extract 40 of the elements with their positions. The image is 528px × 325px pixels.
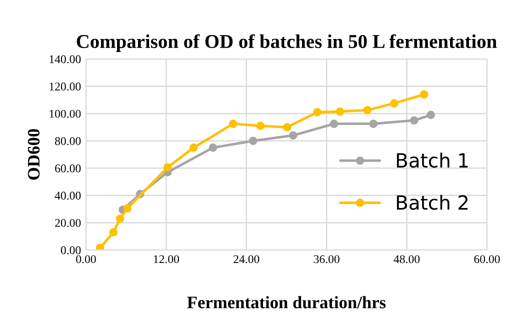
point bbox=[330, 120, 338, 128]
point bbox=[410, 116, 418, 125]
x-tick-label: 0.00 bbox=[76, 255, 96, 264]
point bbox=[420, 90, 428, 99]
point bbox=[109, 228, 118, 236]
y-axis-title: OD600 bbox=[28, 129, 40, 180]
point bbox=[248, 136, 258, 146]
point bbox=[426, 110, 436, 120]
point bbox=[390, 99, 398, 108]
point bbox=[363, 106, 372, 114]
point bbox=[228, 120, 238, 128]
point bbox=[96, 244, 104, 250]
y-tick-label: 20.00 bbox=[55, 218, 81, 227]
x-tick-label: 60.00 bbox=[474, 255, 500, 264]
x-axis-title: Fermentation duration/hrs bbox=[187, 296, 386, 308]
y-tick-label: 0.00 bbox=[60, 246, 81, 254]
point bbox=[313, 108, 322, 116]
x-tick-label: 48.00 bbox=[394, 255, 420, 264]
legend-label: Batch 2 bbox=[396, 194, 468, 210]
x-tick-label: 36.00 bbox=[314, 255, 340, 264]
point bbox=[189, 144, 198, 152]
point bbox=[283, 123, 292, 132]
y-tick-label: 120.00 bbox=[50, 82, 81, 91]
point bbox=[123, 204, 132, 213]
point bbox=[116, 214, 124, 223]
y-tick-label: 60.00 bbox=[55, 164, 81, 172]
point bbox=[336, 107, 344, 116]
x-tick-label: 12.00 bbox=[154, 255, 180, 264]
point bbox=[208, 144, 218, 152]
point bbox=[163, 163, 172, 172]
chart-title: Comparison of OD of batches in 50 L fermentation bbox=[76, 34, 497, 52]
legend-label: Batch 1 bbox=[396, 152, 468, 168]
point bbox=[256, 122, 265, 130]
y-tick-label: 40.00 bbox=[54, 192, 81, 200]
x-tick-label: 24.00 bbox=[234, 255, 260, 264]
y-tick-label: 140.00 bbox=[50, 55, 81, 64]
y-tick-label: 100.00 bbox=[50, 110, 81, 118]
y-tick-label: 80.00 bbox=[55, 137, 81, 146]
point bbox=[369, 120, 378, 128]
point bbox=[289, 131, 298, 140]
